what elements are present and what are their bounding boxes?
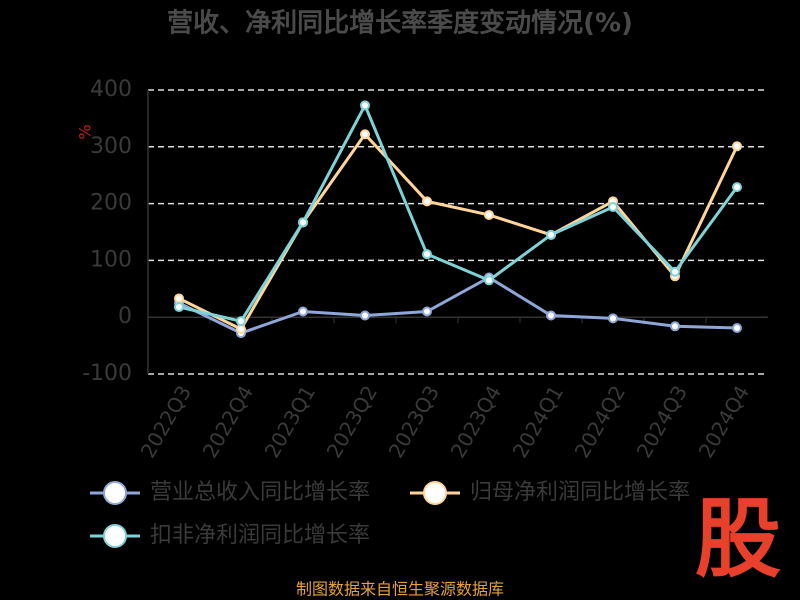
data-point: [608, 313, 618, 324]
data-point: [236, 316, 246, 327]
y-tick-label: 100: [90, 247, 132, 272]
data-point: [732, 182, 742, 193]
legend-label: 营业总收入同比增长率: [150, 480, 370, 505]
y-tick-label: -100: [82, 361, 132, 386]
legend-label: 归母净利润同比增长率: [470, 480, 690, 505]
legend-label: 扣非净利润同比增长率: [150, 523, 370, 548]
chart-title: 营收、净利同比增长率季度变动情况(%): [167, 8, 633, 39]
legend-marker: [423, 481, 447, 505]
y-tick-label: 300: [90, 134, 132, 159]
legend-marker: [103, 524, 127, 548]
data-point: [484, 275, 494, 286]
data-point: [546, 310, 556, 321]
y-tick-label: 200: [90, 191, 132, 216]
data-point: [360, 100, 370, 111]
data-point: [422, 306, 432, 317]
data-point: [298, 306, 308, 317]
source-note: 制图数据来自恒生聚源数据库: [296, 580, 504, 599]
data-point: [360, 310, 370, 321]
data-point: [422, 249, 432, 260]
series-line: [178, 101, 739, 323]
data-point: [670, 321, 680, 332]
logo: 股: [695, 489, 781, 589]
series-line: [178, 275, 738, 335]
data-point: [236, 324, 246, 335]
y-tick-label: 0: [118, 304, 132, 329]
data-point: [670, 266, 680, 277]
data-point: [422, 196, 432, 207]
y-axis-label: %: [76, 124, 95, 139]
data-point: [546, 229, 556, 240]
data-point: [174, 293, 184, 304]
data-point: [174, 301, 184, 312]
legend-marker: [103, 481, 127, 505]
data-point: [608, 202, 618, 213]
data-point: [484, 209, 494, 220]
data-point: [360, 129, 370, 140]
data-point: [732, 141, 742, 152]
data-point: [732, 322, 742, 333]
y-tick-label: 400: [90, 77, 132, 102]
data-point: [298, 217, 308, 228]
